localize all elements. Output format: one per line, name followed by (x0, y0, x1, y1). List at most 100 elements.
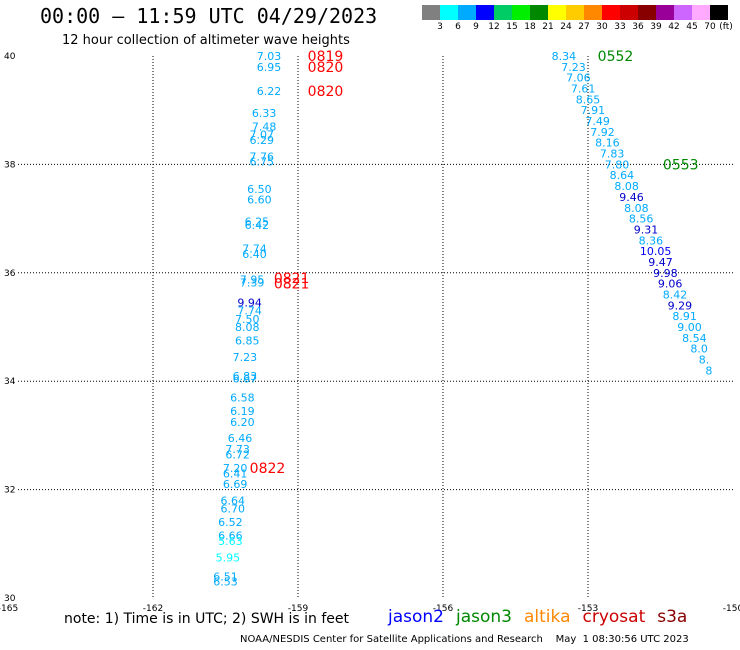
swh-value: 7.48 (252, 120, 277, 133)
swh-value: 7.03 (257, 50, 282, 63)
swh-value: 9.29 (668, 299, 693, 312)
swh-value: 7.39 (240, 277, 265, 290)
legend-entry-jason3: jason3 (456, 607, 512, 627)
swh-value: 7.20 (223, 462, 248, 475)
swh-value: 6.22 (257, 85, 282, 98)
latitude-ticks: 40 38 36 34 32 30 (4, 52, 16, 604)
color-scale-tick: 30 (596, 22, 608, 32)
color-scale-tick: 39 (650, 22, 662, 32)
color-swatch (566, 5, 584, 20)
swh-value: 8.36 (639, 234, 664, 247)
color-swatch (620, 5, 638, 20)
color-scale-tick: 18 (524, 22, 536, 32)
color-scale-tick: 42 (668, 22, 680, 32)
swh-value: 6.95 (257, 61, 282, 74)
color-scale-tick: 27 (578, 22, 590, 32)
pass-time-label: 0820 (308, 84, 344, 100)
color-scale-tick: 9 (473, 22, 479, 32)
swh-value: 8.08 (614, 180, 639, 193)
color-scale-tick: 6 (455, 22, 461, 32)
swh-value: 7.49 (585, 115, 610, 128)
swh-value: 7.76 (250, 150, 275, 163)
color-swatch (656, 5, 674, 20)
swh-value: 7.73 (225, 443, 250, 456)
swh-value: 7.92 (590, 126, 615, 139)
color-swatch (638, 5, 656, 20)
color-scale-tick: 21 (542, 22, 554, 32)
color-swatch (584, 5, 602, 20)
swh-value: 6.70 (221, 503, 246, 516)
color-swatch (512, 5, 530, 20)
swh-value: 5.63 (218, 535, 243, 548)
swh-value: 6.75 (250, 156, 275, 169)
map-subtitle: 12 hour collection of altimeter wave hei… (62, 33, 350, 48)
x-tick-label: -162 (143, 604, 163, 614)
pass-time-label: 0821 (274, 277, 310, 293)
swh-readings: 7.036.95 6.22 6.337.487.076.29 7.766.75 6.50… (213, 50, 712, 589)
swh-value: 6.60 (247, 194, 272, 207)
footer-note: note: 1) Time is in UTC; 2) SWH is in fe… (64, 611, 350, 627)
color-swatch (530, 5, 548, 20)
swh-value: 7.06 (566, 72, 591, 85)
swh-value: 7.07 (250, 129, 275, 142)
legend-entry-cryosat: cryosat (582, 607, 646, 627)
pass-time-label: 0553 (663, 157, 699, 173)
pass-time-label: 0819 (308, 49, 344, 65)
swh-value: 6.51 (213, 570, 238, 583)
x-tick-label: -156 (433, 604, 454, 614)
color-swatch (602, 5, 620, 20)
swh-value: 6.72 (225, 448, 250, 461)
pass-time-label: 0822 (250, 461, 286, 477)
swh-value: 9.31 (634, 223, 659, 236)
swh-value: 8.08 (624, 202, 649, 215)
y-tick-label: 34 (4, 377, 16, 387)
y-tick-label: 36 (4, 269, 16, 279)
swh-value: 8.0 (690, 343, 708, 356)
swh-value: 6.19 (230, 405, 255, 418)
color-swatch (494, 5, 512, 20)
swh-value: 6.64 (221, 494, 246, 507)
swh-value: 8.16 (595, 137, 620, 150)
longitude-ticks: -165 -162 -159 -156 -153 -150 (0, 604, 740, 614)
pass-time-label: 0821 (274, 271, 310, 287)
x-tick-label: -159 (288, 604, 309, 614)
color-scale-unit: (ft) (719, 22, 733, 32)
swh-value: 6.41 (223, 467, 248, 480)
pass-time-label: 0552 (598, 49, 634, 65)
color-swatch (692, 5, 710, 20)
swh-value: 6.25 (245, 215, 270, 228)
satellite-legend: jason2 jason3 altika cryosat s3a (388, 607, 699, 627)
swh-value: 6.46 (228, 432, 253, 445)
color-scale-tick: 45 (686, 22, 698, 32)
swh-value: 6.20 (230, 416, 255, 429)
x-tick-label: -150 (723, 604, 740, 614)
color-swatch (476, 5, 494, 20)
swh-value: 6.83 (233, 370, 258, 383)
color-scale-tick: 70 (704, 22, 716, 32)
map-title: 00:00 – 11:59 UTC 04/29/2023 (40, 4, 378, 28)
swh-value: 6.42 (245, 219, 270, 232)
swh-value: 8 (705, 364, 712, 377)
swh-value: 6.52 (218, 516, 243, 529)
swh-value: 9.46 (619, 191, 644, 204)
swh-value: 9.06 (658, 278, 683, 291)
y-tick-label: 30 (4, 594, 16, 604)
swh-value: 8. (699, 354, 710, 367)
swh-value: 6.40 (242, 248, 267, 261)
swh-value: 7.91 (581, 104, 606, 117)
swh-value: 8.42 (663, 288, 688, 301)
color-swatch (422, 5, 440, 20)
color-swatch (710, 5, 728, 20)
swh-value: 6.85 (235, 335, 260, 348)
map-grid (18, 56, 733, 598)
swh-value: 8.34 (552, 50, 577, 63)
color-scale-tick: 3 (437, 22, 443, 32)
swh-value: 6.53 (213, 576, 238, 589)
swh-value: 7.74 (237, 305, 262, 318)
color-swatch (440, 5, 458, 20)
legend-entry-s3a: s3a (657, 607, 688, 627)
swh-value: 6.69 (223, 478, 248, 491)
x-tick-label: -165 (0, 604, 18, 614)
